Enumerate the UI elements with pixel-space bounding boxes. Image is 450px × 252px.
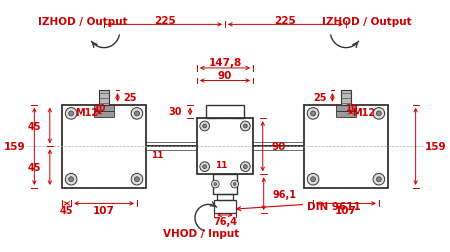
Bar: [217, 194, 233, 200]
Bar: [304, 105, 387, 188]
Text: 25: 25: [123, 93, 137, 103]
Circle shape: [203, 165, 207, 169]
Circle shape: [243, 124, 247, 129]
Text: 147,8: 147,8: [208, 58, 242, 68]
Text: 11: 11: [152, 150, 164, 159]
Bar: [336, 112, 356, 118]
Circle shape: [69, 112, 73, 116]
Text: 159: 159: [4, 142, 26, 152]
Circle shape: [65, 174, 77, 185]
Bar: [197, 119, 253, 175]
Circle shape: [69, 177, 73, 182]
Text: 10: 10: [93, 104, 105, 113]
Circle shape: [240, 122, 250, 131]
Bar: [94, 112, 114, 118]
Text: 90: 90: [271, 142, 286, 152]
Circle shape: [200, 162, 210, 172]
Circle shape: [135, 112, 140, 116]
Circle shape: [203, 124, 207, 129]
Circle shape: [131, 108, 143, 120]
Circle shape: [307, 108, 319, 120]
Circle shape: [377, 112, 381, 116]
Circle shape: [310, 112, 315, 116]
Circle shape: [212, 180, 219, 188]
Circle shape: [373, 108, 385, 120]
Circle shape: [131, 174, 143, 185]
Text: 159: 159: [424, 142, 446, 152]
Text: 25: 25: [313, 93, 327, 103]
Text: IZHOD / Output: IZHOD / Output: [38, 16, 127, 26]
Text: 30: 30: [168, 107, 181, 117]
Text: 11: 11: [215, 161, 227, 170]
Text: 107: 107: [335, 205, 357, 215]
Text: M12: M12: [352, 108, 375, 118]
Bar: [336, 105, 356, 111]
Bar: [214, 200, 236, 213]
Text: DIN 9611: DIN 9611: [307, 202, 361, 211]
Text: VHOD / Input: VHOD / Input: [163, 229, 239, 238]
Text: 76,4: 76,4: [213, 216, 237, 226]
Text: 107: 107: [93, 205, 115, 215]
Circle shape: [233, 183, 236, 186]
Bar: [94, 105, 114, 111]
Bar: [341, 91, 351, 105]
Circle shape: [65, 108, 77, 120]
Text: IZHOD / Output: IZHOD / Output: [323, 16, 412, 26]
Bar: [213, 175, 237, 194]
Bar: [206, 105, 244, 119]
Bar: [63, 105, 146, 188]
Circle shape: [307, 174, 319, 185]
Circle shape: [373, 174, 385, 185]
Circle shape: [231, 180, 238, 188]
Circle shape: [240, 162, 250, 172]
Text: 90: 90: [218, 70, 232, 80]
Text: 45: 45: [27, 163, 41, 172]
Circle shape: [214, 183, 217, 186]
Text: 96,1: 96,1: [272, 189, 297, 199]
Text: 225: 225: [153, 15, 176, 25]
Bar: [99, 91, 109, 105]
Circle shape: [243, 165, 247, 169]
Text: 225: 225: [274, 15, 297, 25]
Text: M12: M12: [75, 108, 98, 118]
Circle shape: [200, 122, 210, 131]
Text: 45: 45: [27, 121, 41, 131]
Text: 10: 10: [345, 104, 357, 113]
Circle shape: [377, 177, 381, 182]
Circle shape: [310, 177, 315, 182]
Text: 45: 45: [60, 205, 73, 215]
Circle shape: [135, 177, 140, 182]
